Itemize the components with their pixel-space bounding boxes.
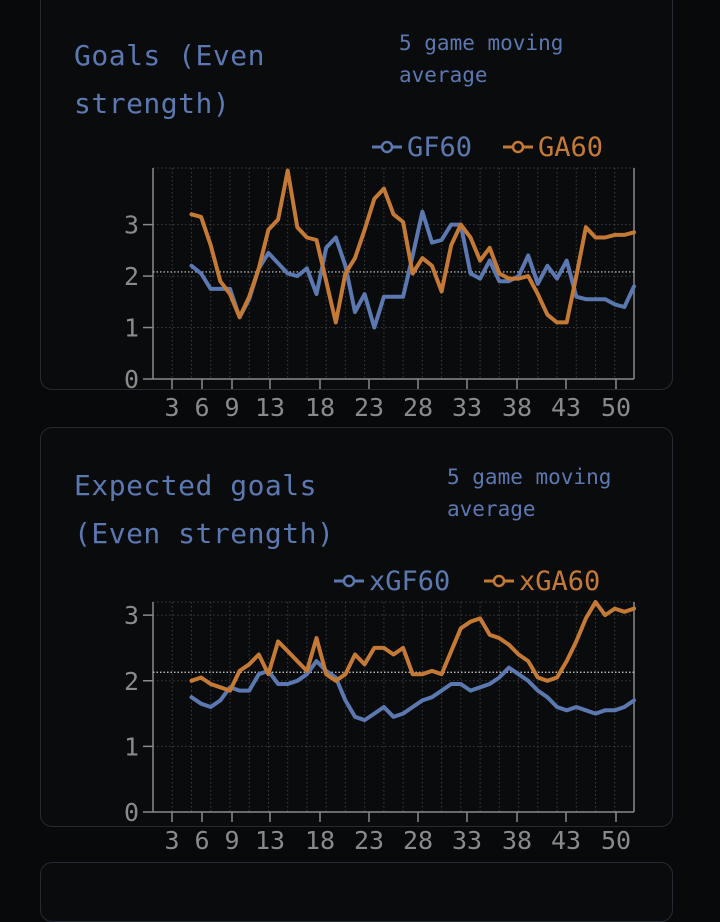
- x-tick-label: 23: [354, 826, 384, 855]
- chart-title-line1: Goals (Even: [74, 39, 265, 72]
- y-tick-label: 1: [124, 732, 139, 761]
- x-tick-label: 50: [601, 393, 631, 422]
- legend-item-xgf60: xGF60: [334, 566, 450, 597]
- x-tick-label: 18: [305, 826, 335, 855]
- x-tick-label: 18: [305, 393, 335, 422]
- x-tick-label: 13: [255, 393, 285, 422]
- chart-subtitle: 5 game moving average: [399, 27, 563, 91]
- x-tick-label: 28: [403, 826, 433, 855]
- x-tick-label: 23: [354, 393, 384, 422]
- legend-label: GA60: [538, 132, 603, 163]
- chart-title-line2: strength): [74, 87, 231, 120]
- x-tick-label: 38: [502, 393, 532, 422]
- chart-subtitle-line1: 5 game moving: [399, 31, 564, 55]
- x-tick-label: 50: [601, 826, 631, 855]
- y-tick-label: 3: [124, 211, 139, 240]
- chart-title-line1: Expected goals: [74, 469, 318, 502]
- x-tick-label: 28: [403, 393, 433, 422]
- x-tick-label: 43: [551, 393, 581, 422]
- y-tick-label: 0: [124, 798, 139, 827]
- y-tick-label: 3: [124, 601, 139, 630]
- x-tick-label: 13: [255, 826, 285, 855]
- x-tick-label: 33: [452, 826, 482, 855]
- legend-item-xga60: xGA60: [484, 566, 600, 597]
- chart-subtitle-line1: 5 game moving: [447, 465, 612, 489]
- legend-marker: [342, 574, 356, 588]
- legend-item-ga60: GA60: [503, 132, 603, 163]
- x-tick-label: 3: [164, 826, 179, 855]
- y-tick-label: 2: [124, 262, 139, 291]
- legend-marker: [380, 140, 394, 154]
- x-tick-label: 9: [224, 826, 239, 855]
- chart-title-line2: (Even strength): [74, 517, 335, 550]
- x-tick-label: 6: [194, 826, 209, 855]
- series-line-xga60: [189, 600, 636, 693]
- series-line-gf60: [189, 209, 636, 330]
- x-tick-label: 43: [551, 826, 581, 855]
- legend-marker: [492, 574, 506, 588]
- chart-title: Goals (Even strength): [74, 32, 265, 128]
- x-tick-label: 3: [164, 393, 179, 422]
- x-tick-label: 38: [502, 826, 532, 855]
- chart-subtitle-line2: average: [399, 63, 488, 87]
- chart-title: Expected goals (Even strength): [74, 462, 334, 558]
- legend-label: GF60: [407, 132, 472, 163]
- x-tick-label: 9: [224, 393, 239, 422]
- y-tick-label: 2: [124, 667, 139, 696]
- legend-label: xGA60: [519, 566, 600, 597]
- legend-item-gf60: GF60: [372, 132, 472, 163]
- series-line-ga60: [189, 168, 636, 325]
- x-tick-label: 33: [452, 393, 482, 422]
- chart-subtitle-line2: average: [447, 497, 536, 521]
- chart-subtitle: 5 game moving average: [447, 461, 611, 525]
- legend-marker: [511, 140, 525, 154]
- y-tick-label: 1: [124, 314, 139, 343]
- x-tick-label: 6: [194, 393, 209, 422]
- goals-chart-card: Goals (Even strength) 5 game moving aver…: [40, 0, 673, 390]
- legend-label: xGF60: [369, 566, 450, 597]
- y-tick-label: 0: [124, 365, 139, 394]
- expected-goals-chart-card: Expected goals (Even strength) 5 game mo…: [40, 427, 673, 827]
